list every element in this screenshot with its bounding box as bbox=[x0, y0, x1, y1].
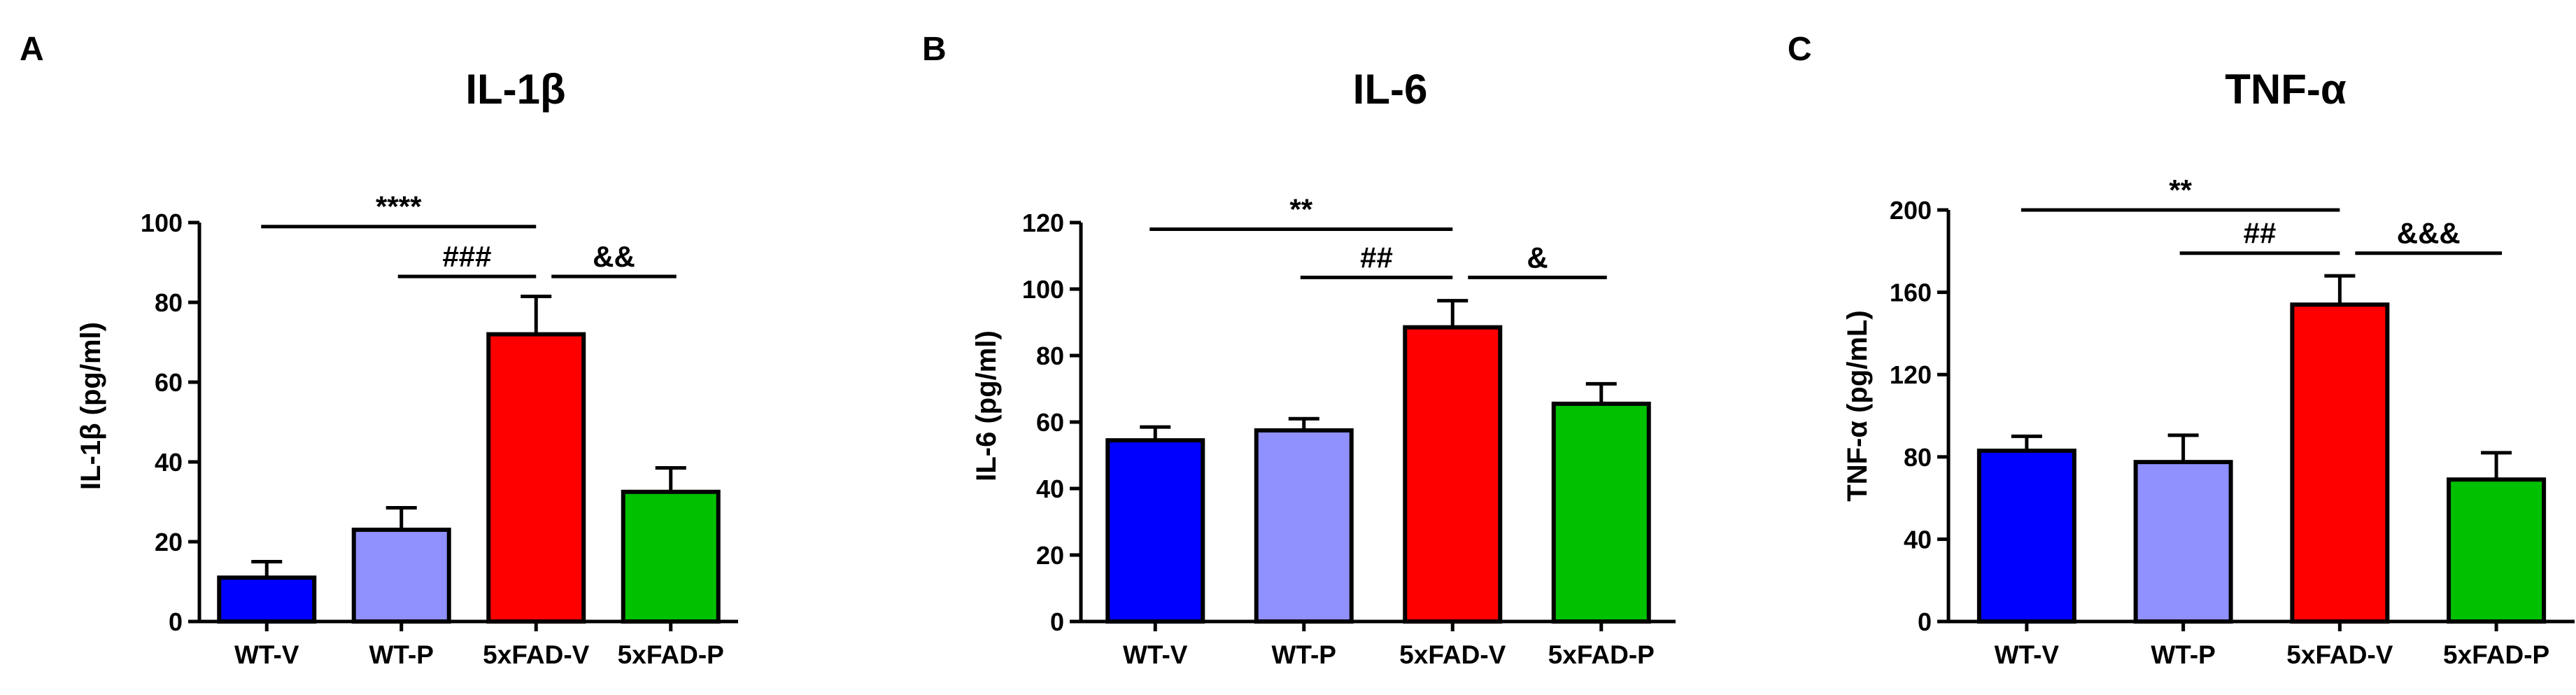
panel-b-category-label: WT-P bbox=[1272, 640, 1336, 669]
panel-a-significance-label: **** bbox=[376, 190, 422, 223]
panel-a-bars bbox=[217, 294, 721, 624]
panel-b-significance-label: ## bbox=[1360, 241, 1393, 274]
panel-b-significance-label: ** bbox=[1289, 193, 1312, 226]
panel-c-category-label: WT-V bbox=[1995, 640, 2060, 669]
panel-c-y-ticks: 0 40 80 120 160 200 bbox=[1890, 196, 2575, 636]
panel-a: A IL-1β IL-1β (pg/ml) 0 20 40 60 80 100 **** #… bbox=[20, 31, 738, 669]
panel-a-title: IL-1β bbox=[465, 66, 565, 113]
panel-a-bar-5xfad-v bbox=[486, 332, 586, 624]
panel-b-category-label: 5xFAD-P bbox=[1548, 640, 1655, 669]
panel-c-significance: ** ## &&& bbox=[2021, 174, 2503, 255]
panel-a-bar-wt-v bbox=[217, 575, 317, 624]
panel-a-y-tick-label: 80 bbox=[155, 288, 183, 317]
panel-c-categories: WT-V WT-P 5xFAD-V 5xFAD-P bbox=[1995, 622, 2549, 669]
panel-c: C TNF-α TNF-α (pg/mL) 0 40 80 120 160 200 ** #… bbox=[1788, 31, 2575, 669]
panel-c-y-axis-title: TNF-α (pg/mL) bbox=[1842, 310, 1873, 501]
panel-b-bar-wt-p bbox=[1254, 428, 1354, 624]
panel-a-significance-label: ### bbox=[442, 240, 491, 273]
panel-a-y-tick-label: 40 bbox=[155, 448, 183, 477]
panel-c-significance-label: ** bbox=[2169, 174, 2192, 206]
panel-c-significance-label: ## bbox=[2244, 217, 2277, 250]
panel-b-y-axis-title: IL-6 (pg/ml) bbox=[971, 330, 1002, 482]
panel-a-significance: **** ### && bbox=[261, 190, 677, 279]
panel-b: B IL-6 IL-6 (pg/ml) 0 20 40 60 80 100 120 ** ##… bbox=[922, 31, 1676, 669]
panel-a-category-label: WT-P bbox=[369, 640, 434, 669]
panel-b-title: IL-6 bbox=[1353, 66, 1428, 113]
panel-a-significance-label: && bbox=[593, 240, 635, 273]
panel-a-y-tick-label: 100 bbox=[141, 209, 183, 237]
panel-c-category-label: 5xFAD-P bbox=[2443, 640, 2549, 669]
panel-a-y-axis-title: IL-1β (pg/ml) bbox=[76, 322, 106, 490]
panel-c-y-tick-label: 40 bbox=[1904, 525, 1932, 554]
panel-c-bar-5xfad-p bbox=[2447, 477, 2547, 624]
panel-b-letter: B bbox=[922, 31, 947, 68]
panel-a-category-label: 5xFAD-V bbox=[483, 640, 589, 669]
panel-b-significance-label: & bbox=[1527, 241, 1548, 274]
panel-a-y-tick-label: 60 bbox=[155, 368, 183, 397]
panel-b-categories: WT-V WT-P 5xFAD-V 5xFAD-P bbox=[1123, 622, 1655, 669]
panel-c-y-tick-label: 160 bbox=[1890, 279, 1932, 307]
panel-a-bar-5xfad-p bbox=[621, 489, 721, 624]
panel-c-letter: C bbox=[1788, 31, 1812, 68]
panel-b-y-tick-label: 120 bbox=[1022, 209, 1064, 237]
panel-a-y-tick-label: 0 bbox=[169, 608, 183, 636]
panel-b-y-tick-label: 0 bbox=[1050, 608, 1064, 636]
panel-c-bar-wt-p bbox=[2133, 460, 2233, 624]
panel-b-bar-5xfad-p bbox=[1551, 401, 1651, 624]
panel-b-bar-wt-v bbox=[1105, 438, 1205, 624]
panel-c-significance-label: &&& bbox=[2397, 217, 2461, 250]
panel-a-bar-wt-p bbox=[351, 527, 451, 624]
panel-a-category-label: WT-V bbox=[234, 640, 299, 669]
panel-a-category-label: 5xFAD-P bbox=[618, 640, 724, 669]
panel-c-category-label: WT-P bbox=[2151, 640, 2215, 669]
panel-b-category-label: WT-V bbox=[1123, 640, 1188, 669]
panel-c-y-tick-label: 200 bbox=[1890, 196, 1932, 225]
panel-a-letter: A bbox=[20, 31, 44, 68]
panel-c-bar-5xfad-v bbox=[2290, 302, 2390, 624]
panel-a-categories: WT-V WT-P 5xFAD-V 5xFAD-P bbox=[234, 622, 724, 669]
panel-b-y-tick-label: 40 bbox=[1036, 475, 1064, 503]
panel-c-title: TNF-α bbox=[2225, 66, 2347, 113]
panel-b-y-tick-label: 20 bbox=[1036, 541, 1064, 570]
panel-b-category-label: 5xFAD-V bbox=[1399, 640, 1506, 669]
panel-b-bars bbox=[1105, 299, 1651, 624]
panel-a-y-tick-label: 20 bbox=[155, 528, 183, 556]
panel-c-y-tick-label: 80 bbox=[1904, 443, 1932, 472]
panel-b-y-tick-label: 60 bbox=[1036, 408, 1064, 437]
panel-b-bar-5xfad-v bbox=[1403, 325, 1503, 624]
panel-c-y-tick-label: 0 bbox=[1918, 608, 1932, 636]
panel-c-y-tick-label: 120 bbox=[1890, 360, 1932, 389]
panel-c-category-label: 5xFAD-V bbox=[2286, 640, 2393, 669]
panel-b-y-tick-label: 80 bbox=[1036, 342, 1064, 370]
panel-b-significance: ** ## & bbox=[1149, 193, 1607, 279]
panel-c-bars bbox=[1976, 274, 2547, 624]
panel-c-bar-wt-v bbox=[1976, 448, 2076, 624]
panel-b-y-tick-label: 100 bbox=[1022, 275, 1064, 304]
